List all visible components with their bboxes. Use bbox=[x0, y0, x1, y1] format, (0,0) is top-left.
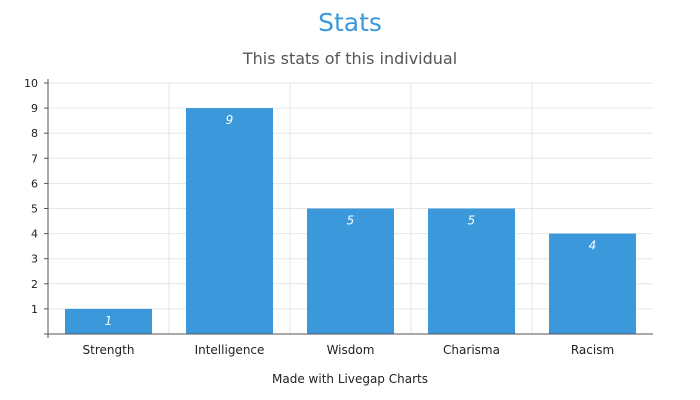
chart-title: Stats bbox=[318, 8, 382, 37]
y-tick-label: 1 bbox=[31, 303, 38, 316]
bar-intelligence bbox=[186, 108, 273, 334]
y-tick-label: 5 bbox=[31, 203, 38, 216]
y-tick-label: 4 bbox=[31, 228, 38, 241]
x-tick-label-strength: Strength bbox=[83, 343, 135, 357]
x-tick-label-charisma: Charisma bbox=[443, 343, 500, 357]
y-tick-label: 8 bbox=[31, 127, 38, 140]
bar-strength bbox=[65, 308, 152, 334]
data-label-wisdom: 5 bbox=[347, 214, 355, 228]
x-tick-label-wisdom: Wisdom bbox=[327, 343, 375, 357]
data-label-strength: 1 bbox=[105, 314, 113, 328]
bar-wisdom bbox=[307, 208, 394, 334]
y-tick-label: 3 bbox=[31, 253, 38, 266]
chart-footer: Made with Livegap Charts bbox=[272, 372, 428, 386]
data-label-racism: 4 bbox=[589, 239, 597, 253]
axes bbox=[44, 79, 653, 338]
labels: 1 2 3 4 5 6 7 8 9 10 1 Strength 9 Intelligence 5 Wisdom… bbox=[24, 77, 614, 357]
data-label-intelligence: 9 bbox=[226, 113, 234, 127]
y-tick-label: 2 bbox=[31, 278, 38, 291]
y-tick-label: 6 bbox=[31, 177, 38, 190]
y-tick-label: 9 bbox=[31, 102, 38, 115]
data-label-charisma: 5 bbox=[468, 214, 476, 228]
chart-subtitle: This stats of this individual bbox=[242, 49, 458, 68]
x-tick-label-intelligence: Intelligence bbox=[195, 343, 265, 357]
x-tick-label-racism: Racism bbox=[571, 343, 614, 357]
bars bbox=[65, 108, 636, 334]
bar-racism bbox=[549, 233, 636, 334]
bar-charisma bbox=[428, 208, 515, 334]
y-tick-label: 10 bbox=[24, 77, 38, 90]
y-tick-label: 7 bbox=[31, 152, 38, 165]
